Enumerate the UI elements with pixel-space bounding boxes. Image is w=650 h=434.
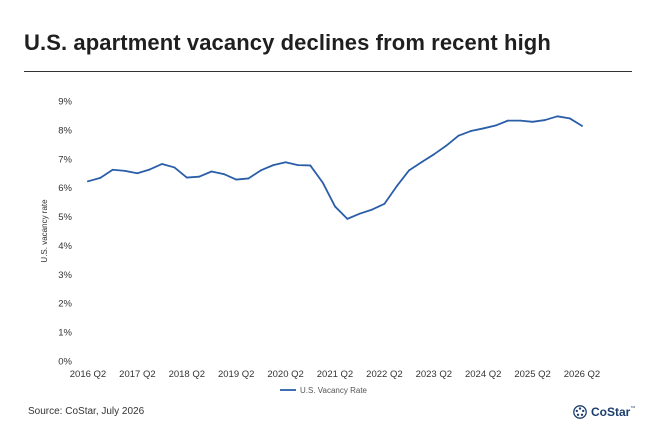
data-point: [383, 202, 386, 205]
data-point: [87, 180, 89, 183]
data-point: [173, 166, 176, 169]
x-tick-label: 2020 Q2: [267, 369, 303, 380]
data-point: [297, 164, 299, 167]
data-point: [247, 177, 250, 180]
page-title: U.S. apartment vacancy declines from rec…: [24, 30, 551, 55]
data-point: [432, 153, 435, 156]
y-tick-label: 7%: [58, 154, 72, 165]
data-point: [420, 161, 423, 164]
data-point: [272, 164, 275, 167]
source-note: Source: CoStar, July 2026: [28, 406, 145, 417]
data-point: [371, 208, 373, 211]
y-tick-label: 2%: [58, 299, 72, 310]
data-point: [334, 205, 336, 208]
data-point: [494, 124, 497, 127]
y-tick-label: 8%: [58, 125, 72, 136]
data-point: [148, 168, 151, 171]
x-tick-label: 2016 Q2: [70, 369, 106, 380]
data-point: [235, 178, 238, 181]
logo-wordmark: CoStar: [591, 405, 631, 419]
data-point: [482, 127, 485, 130]
x-tick-label: 2019 Q2: [218, 369, 254, 380]
data-point: [136, 172, 139, 175]
vacancy-line-chart: U.S. vacancy rate 0% 1% 2% 3% 4% 5% 6% 7% 8% 9% 2…: [40, 97, 600, 396]
data-point: [222, 173, 225, 175]
x-tick-label: 2017 Q2: [119, 369, 155, 380]
y-tick-label: 3%: [58, 270, 72, 281]
data-point: [99, 176, 102, 179]
legend: U.S. Vacancy Rate: [280, 386, 368, 395]
data-point: [260, 169, 262, 172]
data-point: [544, 119, 546, 121]
y-tick-label: 4%: [58, 241, 72, 252]
data-point: [469, 130, 472, 132]
x-tick-label: 2026 Q2: [564, 369, 600, 380]
data-point: [395, 185, 398, 188]
series-line: [87, 115, 583, 220]
data-point: [581, 124, 583, 127]
y-tick-label: 6%: [58, 183, 72, 194]
data-point: [507, 119, 509, 122]
data-point: [531, 120, 534, 123]
x-tick-label: 2024 Q2: [465, 369, 501, 380]
data-point: [408, 169, 410, 172]
x-tick-label: 2023 Q2: [416, 369, 452, 380]
legend-label: U.S. Vacancy Rate: [300, 386, 368, 395]
y-tick-label: 0%: [58, 357, 72, 368]
data-point: [185, 176, 188, 179]
data-point: [556, 115, 559, 118]
costar-logo: CoStar™: [573, 403, 635, 421]
x-tick-label: 2022 Q2: [366, 369, 402, 380]
data-point: [358, 212, 361, 215]
x-tick-label: 2025 Q2: [514, 369, 550, 380]
data-point: [445, 144, 448, 147]
title-divider: [24, 71, 632, 72]
data-point: [346, 217, 349, 220]
data-point: [111, 168, 114, 171]
logo-trademark: ™: [630, 405, 636, 412]
y-tick-label: 5%: [58, 212, 72, 223]
data-point: [284, 161, 287, 164]
y-tick-label: 9%: [58, 97, 72, 108]
x-axis-ticks: 2016 Q2 2017 Q2 2018 Q2 2019 Q2 2020 Q2 2021 …: [70, 369, 600, 380]
costar-star-icon: [573, 405, 587, 419]
data-point: [309, 164, 312, 167]
data-point: [321, 181, 324, 184]
y-tick-label: 1%: [58, 328, 72, 339]
y-axis-label: U.S. vacancy rate: [40, 199, 49, 263]
data-point: [568, 117, 571, 120]
data-point: [457, 134, 460, 137]
x-tick-label: 2021 Q2: [317, 369, 353, 380]
y-axis-ticks: 0% 1% 2% 3% 4% 5% 6% 7% 8% 9%: [58, 97, 72, 368]
data-point: [210, 170, 213, 173]
x-tick-label: 2018 Q2: [169, 369, 205, 380]
series-lines: [87, 115, 583, 220]
data-point: [161, 163, 164, 165]
data-point: [198, 175, 201, 178]
data-point: [519, 119, 522, 122]
data-point: [124, 170, 126, 172]
